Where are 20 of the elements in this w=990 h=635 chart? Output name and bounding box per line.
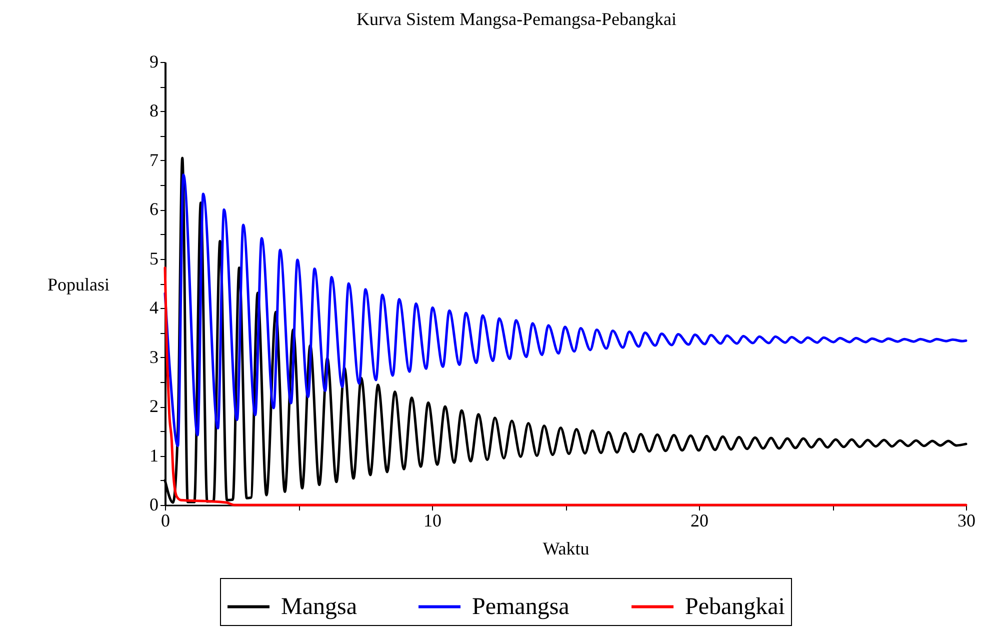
y-tick-label: 9 <box>150 52 158 72</box>
y-tick-label: 5 <box>150 248 158 268</box>
legend-label: Mangsa <box>281 594 358 620</box>
y-tick-label: 0 <box>150 494 158 514</box>
y-tick-label: 2 <box>150 396 158 416</box>
y-tick-label: 8 <box>150 100 158 121</box>
x-axis-title: Waktu <box>542 538 590 558</box>
x-tick-label: 20 <box>690 510 708 530</box>
chart-title: Kurva Sistem Mangsa-Pemangsa-Pebangkai <box>356 9 676 29</box>
y-tick-label: 7 <box>150 150 158 170</box>
y-tick-label: 3 <box>150 346 158 367</box>
y-tick-label: 1 <box>150 445 158 466</box>
line-series <box>164 173 968 448</box>
x-tick-label: 10 <box>424 510 442 530</box>
x-tick-label: 30 <box>958 510 976 530</box>
y-tick-label: 4 <box>150 298 158 318</box>
y-tick-label: 6 <box>150 199 158 220</box>
legend-label: Pebangkai <box>685 594 786 620</box>
legend-label: Pemangsa <box>472 594 570 620</box>
y-axis-title: Populasi <box>47 274 110 294</box>
